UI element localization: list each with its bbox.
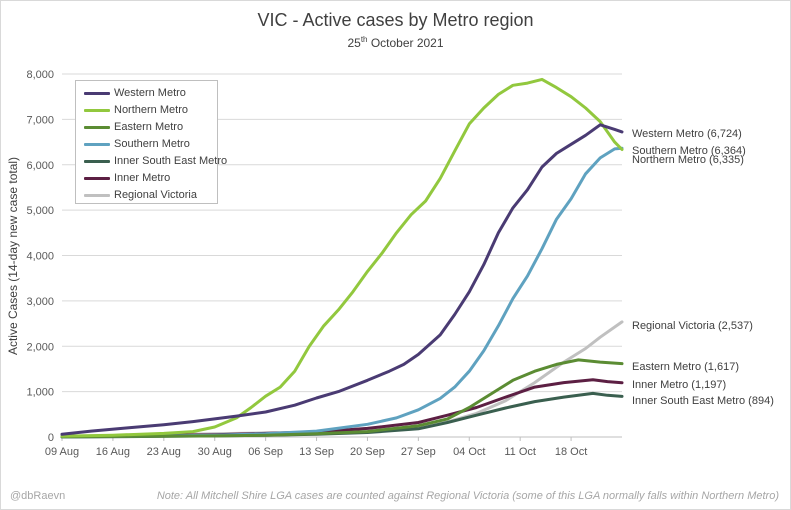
series-line-eastern-metro	[60, 358, 624, 439]
end-label-inner-south-east-metro: Inner South East Metro (894)	[632, 395, 774, 407]
x-tick-label: 16 Aug	[96, 446, 130, 458]
end-label-inner-metro: Inner Metro (1,197)	[632, 379, 726, 391]
chart-title: VIC - Active cases by Metro region	[257, 10, 534, 30]
x-tick-label: 11 Oct	[504, 446, 536, 458]
y-tick-label: 4,000	[26, 251, 54, 263]
legend-label: Inner Metro	[114, 172, 171, 184]
x-tick-label: 27 Sep	[401, 446, 436, 458]
end-label-regional-victoria: Regional Victoria (2,537)	[632, 320, 753, 332]
x-tick-label: 23 Aug	[147, 446, 181, 458]
legend-swatch	[84, 159, 110, 163]
subtitle-ordinal: th	[360, 35, 368, 44]
legend-label: Regional Victoria	[114, 189, 197, 201]
y-tick-label: 5,000	[26, 205, 54, 217]
end-label-western-metro: Western Metro (6,724)	[632, 128, 742, 140]
legend-label: Inner South East Metro	[114, 155, 228, 167]
x-tick-label: 13 Sep	[299, 446, 334, 458]
series-line-western-metro	[60, 123, 624, 436]
legend-item: Inner South East Metro	[84, 153, 227, 169]
x-tick-label: 30 Aug	[198, 446, 232, 458]
y-tick-label: 3,000	[26, 296, 54, 308]
footnote: Note: All Mitchell Shire LGA cases are c…	[156, 490, 779, 502]
legend-swatch	[84, 142, 110, 146]
legend-label: Eastern Metro	[114, 121, 184, 133]
chart-subtitle: 25th October 2021	[0, 35, 791, 50]
x-tick-label: 20 Sep	[350, 446, 385, 458]
y-tick-label: 6,000	[26, 160, 54, 172]
legend-label: Southern Metro	[114, 138, 190, 150]
series-line-southern-metro	[60, 146, 624, 439]
legend-item: Inner Metro	[84, 170, 170, 186]
x-tick-label: 06 Sep	[248, 446, 283, 458]
end-label-southern-metro: Southern Metro (6,364)	[632, 145, 746, 157]
legend-label: Western Metro	[114, 87, 186, 99]
y-tick-label: 8,000	[26, 69, 54, 81]
y-tick-label: 1,000	[26, 387, 54, 399]
y-tick-label: 7,000	[26, 114, 54, 126]
legend-swatch	[84, 193, 110, 197]
end-label-eastern-metro: Eastern Metro (1,617)	[632, 361, 739, 373]
legend-swatch	[84, 91, 110, 95]
x-tick-label: 09 Aug	[45, 446, 79, 458]
series-line-regional-victoria	[60, 320, 624, 438]
x-tick-label: 18 Oct	[555, 446, 587, 458]
legend-label: Northern Metro	[114, 104, 188, 116]
legend: Western Metro Northern Metro Eastern Metro…	[75, 80, 227, 204]
subtitle-day: 25	[347, 36, 361, 50]
legend-swatch	[84, 176, 110, 180]
x-tick-label: 04 Oct	[453, 446, 485, 458]
y-tick-label: 0	[48, 432, 54, 444]
subtitle-month: October 2021	[367, 36, 444, 50]
legend-item: Regional Victoria	[84, 187, 197, 203]
end-label-northern-metro: Northern Metro (6,335)	[632, 154, 744, 166]
legend-item: Eastern Metro	[84, 119, 183, 135]
legend-swatch	[84, 125, 110, 129]
legend-item: Western Metro	[84, 85, 186, 101]
legend-item: Southern Metro	[84, 136, 190, 152]
legend-item: Northern Metro	[84, 102, 188, 118]
legend-swatch	[84, 108, 110, 112]
credit: @dbRaevn	[10, 490, 66, 502]
y-tick-label: 2,000	[26, 341, 54, 353]
